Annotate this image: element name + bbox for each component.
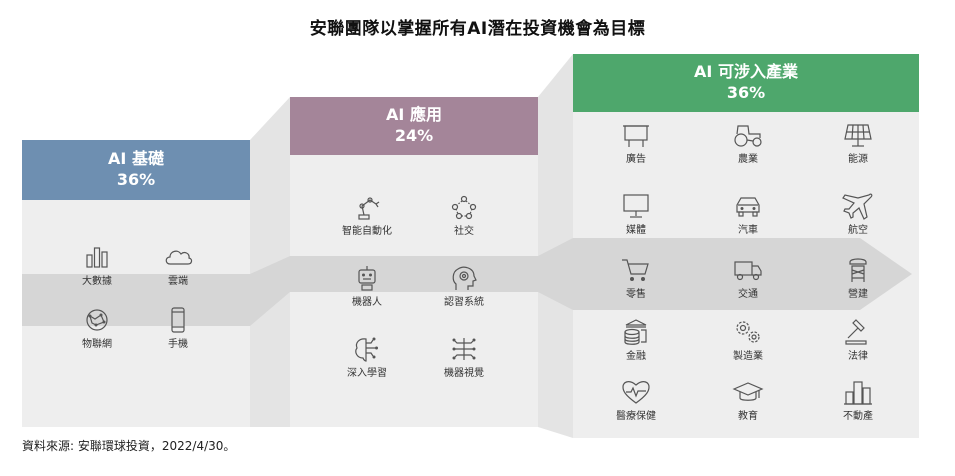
industry-item: 不動產: [813, 378, 903, 422]
robot-arm-icon: [358, 197, 380, 220]
application-item: 智能自動化: [322, 193, 412, 237]
industry-item: 法律: [813, 318, 903, 362]
construction-icon: [849, 258, 867, 282]
tractor-icon: [734, 125, 762, 147]
car-icon: [736, 197, 760, 217]
industry-item: 汽車: [703, 192, 793, 236]
foundation-name: AI 基礎: [108, 149, 164, 168]
application-header: AI 應用 24%: [290, 97, 538, 155]
foundation-percent: 36%: [116, 170, 156, 189]
connector-2: [538, 54, 573, 438]
application-percent: 24%: [394, 126, 434, 145]
solar-panel-icon: [844, 124, 872, 147]
industry-item: 廣告: [591, 121, 681, 165]
heart-pulse-icon: [622, 381, 650, 404]
industry-item: 能源: [813, 121, 903, 165]
airplane-icon: [842, 193, 873, 220]
gavel-icon: [845, 319, 867, 345]
globe-network-icon: [86, 309, 108, 331]
buildings-icon: [844, 381, 872, 405]
foundation-item: 手機: [133, 306, 223, 350]
monitor-icon: [623, 194, 649, 218]
shopping-cart-icon: [622, 259, 649, 281]
application-item: 機器人: [322, 264, 412, 308]
foundation-item: 物聯網: [52, 306, 142, 350]
industry-item: 零售: [591, 256, 681, 300]
industry-item: 交通: [703, 256, 793, 300]
application-item: 社交: [419, 193, 509, 237]
industry-item: 醫療保健: [591, 378, 681, 422]
diagram-title: 安聯團隊以掌握所有AI潛在投資機會為目標: [309, 19, 646, 39]
foundation-header: AI 基礎 36%: [22, 140, 250, 200]
circuit-icon: [452, 338, 476, 360]
robot-icon: [358, 266, 376, 291]
application-name: AI 應用: [386, 105, 442, 124]
application-item: 認習系統: [419, 264, 509, 308]
industry-item: 媒體: [591, 192, 681, 236]
brain-circuit-icon: [355, 337, 378, 362]
bar-chart-icon: [86, 247, 108, 268]
bank-coins-icon: [624, 319, 647, 345]
industry-percent: 36%: [726, 83, 766, 102]
flow-arrow: [22, 238, 912, 326]
connector-1: [250, 97, 290, 427]
gears-icon: [736, 321, 760, 343]
social-network-icon: [451, 195, 477, 220]
industry-item: 營建: [813, 256, 903, 300]
source-note: 資料來源: 安聯環球投資，2022/4/30。: [22, 439, 236, 453]
foundation-item: 雲端: [133, 243, 223, 287]
industry-item: 教育: [703, 378, 793, 422]
billboard-icon: [623, 125, 649, 147]
foundation-item: 大數據: [52, 243, 142, 287]
cloud-icon: [165, 250, 193, 265]
industry-item: 航空: [813, 192, 903, 236]
smartphone-icon: [171, 307, 185, 333]
application-item: 深入學習: [322, 335, 412, 379]
brain-gear-icon: [452, 266, 477, 290]
industry-item: 農業: [703, 121, 793, 165]
application-item: 機器視覺: [419, 335, 509, 379]
truck-icon: [734, 261, 762, 281]
industry-item: 金融: [591, 318, 681, 362]
industry-header: AI 可涉入產業 36%: [573, 54, 919, 112]
industry-item: 製造業: [703, 318, 793, 362]
graduation-cap-icon: [732, 382, 764, 401]
industry-name: AI 可涉入產業: [694, 62, 798, 81]
